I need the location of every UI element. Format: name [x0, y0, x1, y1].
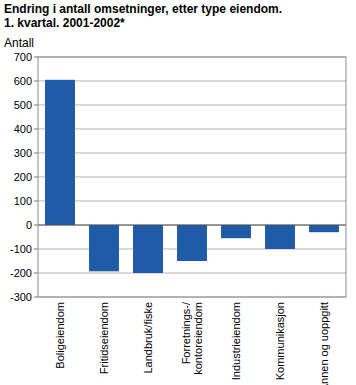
category-label-line: Annen og uoppgitt: [318, 302, 330, 385]
tick-label: 500: [14, 99, 32, 111]
subtitle: 1. kvartal. 2001-2002*: [4, 16, 125, 30]
tick: [34, 153, 38, 154]
category-label-line: kontoreiendom: [192, 302, 204, 375]
tick: [34, 81, 38, 82]
title: Endring i antall omsetninger, etter type…: [4, 2, 282, 16]
tick-label: 600: [14, 75, 32, 87]
category-label-line: Landbruk/fiske: [142, 302, 154, 374]
category-label: Boligeiendom: [54, 302, 66, 369]
grid-line: [38, 177, 346, 178]
bar: [265, 225, 295, 249]
tick: [34, 297, 38, 298]
category-label: Kommunikasjon: [274, 302, 286, 380]
bar: [45, 80, 75, 225]
tick: [34, 249, 38, 250]
tick-label: -300: [10, 291, 32, 303]
tick-label: 400: [14, 123, 32, 135]
tick-label: 100: [14, 195, 32, 207]
tick: [34, 225, 38, 226]
grid-line: [38, 129, 346, 130]
zero-line: [38, 225, 346, 226]
grid-line: [38, 105, 346, 106]
bar: [309, 225, 339, 232]
tick: [34, 273, 38, 274]
grid-line: [38, 273, 346, 274]
tick-label: 700: [14, 51, 32, 63]
tick: [34, 57, 38, 58]
bar: [89, 225, 119, 271]
category-label-line: Fritidseiendom: [98, 302, 110, 374]
tick: [34, 177, 38, 178]
bar: [177, 225, 207, 261]
grid-line: [38, 201, 346, 202]
tick-label: 0: [26, 219, 32, 231]
category-label-line: Kommunikasjon: [274, 302, 286, 380]
category-label: Annen og uoppgitt: [318, 302, 330, 385]
frame: [38, 57, 346, 297]
bar: [133, 225, 163, 273]
category-label-line: Boligeiendom: [54, 302, 66, 369]
plot-area: [38, 57, 346, 297]
tick-label: -100: [10, 243, 32, 255]
grid-line: [38, 225, 346, 226]
category-label: Landbruk/fiske: [142, 302, 154, 374]
y-label: Antall: [4, 36, 34, 50]
category-label: Fritidseiendom: [98, 302, 110, 374]
grid-line: [38, 81, 346, 82]
bar: [221, 225, 251, 238]
tick: [34, 129, 38, 130]
tick-label: -200: [10, 267, 32, 279]
chart: Endring i antall omsetninger, etter type…: [0, 0, 356, 385]
tick: [34, 201, 38, 202]
tick-label: 200: [14, 171, 32, 183]
category-label: Industrieiendom: [230, 302, 242, 380]
category-label-line: Forretnings-/: [180, 301, 192, 364]
category-label-line: Industrieiendom: [230, 302, 242, 380]
tick: [34, 105, 38, 106]
tick-label: 300: [14, 147, 32, 159]
category-label: Forretnings-/kontoreiendom: [180, 301, 204, 375]
grid-line: [38, 153, 346, 154]
bars: [45, 80, 339, 273]
